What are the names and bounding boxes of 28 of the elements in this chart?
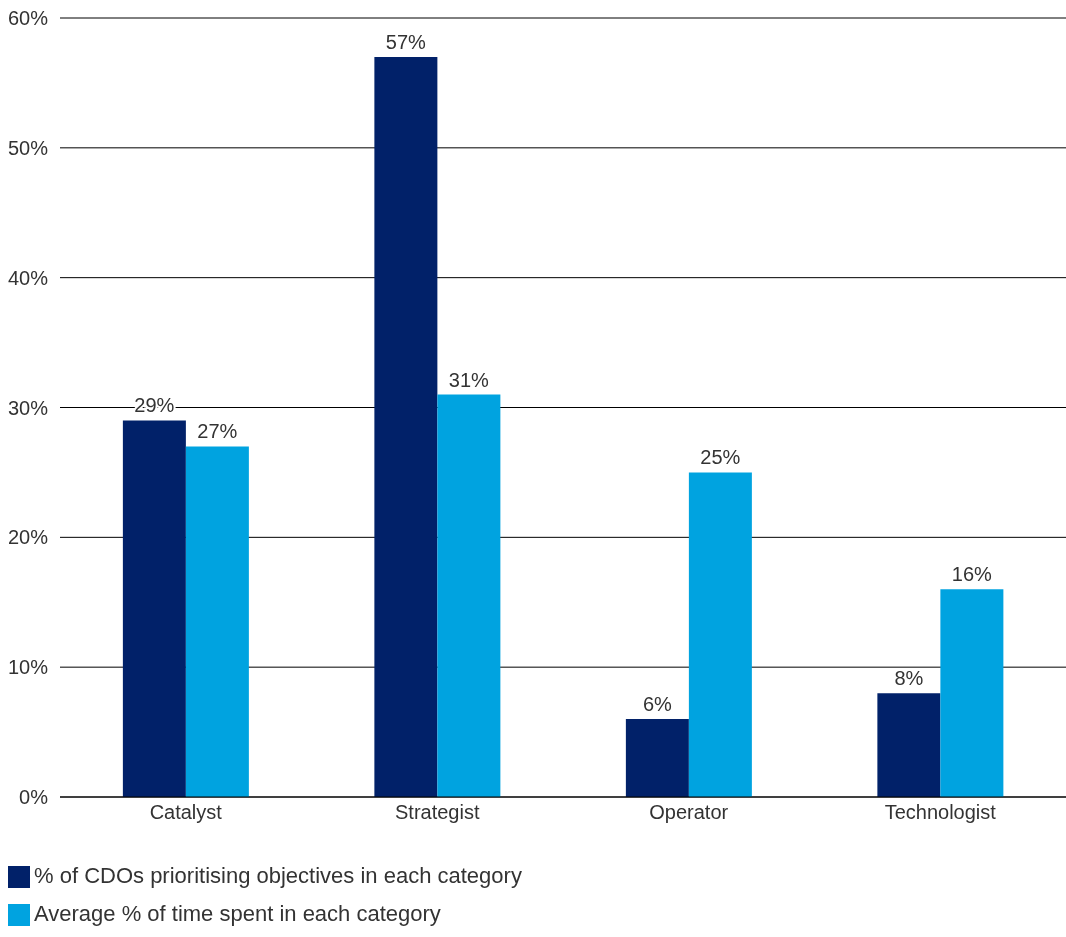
- bar: [625, 719, 689, 797]
- data-label: 57%: [385, 30, 427, 53]
- data-label: 8%: [894, 667, 924, 690]
- y-tick-label: 0%: [19, 786, 49, 809]
- x-tick-label: Strategist: [395, 801, 480, 824]
- bar: [374, 56, 438, 797]
- bar: [185, 446, 249, 797]
- data-label: 25%: [700, 446, 741, 469]
- x-tick-label: Catalyst: [149, 801, 223, 824]
- y-tick-label: 40%: [7, 266, 49, 289]
- y-tick-label: 20%: [7, 526, 49, 549]
- legend-label: Average % of time spent in each category: [34, 901, 441, 926]
- x-tick-label: Technologist: [884, 801, 997, 824]
- legend-label: % of CDOs prioritising objectives in each category: [34, 863, 522, 888]
- y-tick-label: 10%: [7, 656, 49, 679]
- bar: [940, 589, 1004, 797]
- x-tick-label: Operator: [649, 801, 729, 824]
- bar: [877, 693, 941, 797]
- y-tick-label: 60%: [7, 7, 49, 30]
- bar: [688, 472, 752, 797]
- bar: [122, 420, 186, 797]
- data-label: 31%: [448, 368, 490, 391]
- y-tick-label: 50%: [7, 136, 49, 159]
- y-tick-label: 30%: [7, 396, 49, 419]
- data-label: 6%: [642, 693, 673, 716]
- bar: [437, 394, 501, 797]
- data-label: 16%: [951, 563, 993, 586]
- data-label: 27%: [197, 420, 238, 443]
